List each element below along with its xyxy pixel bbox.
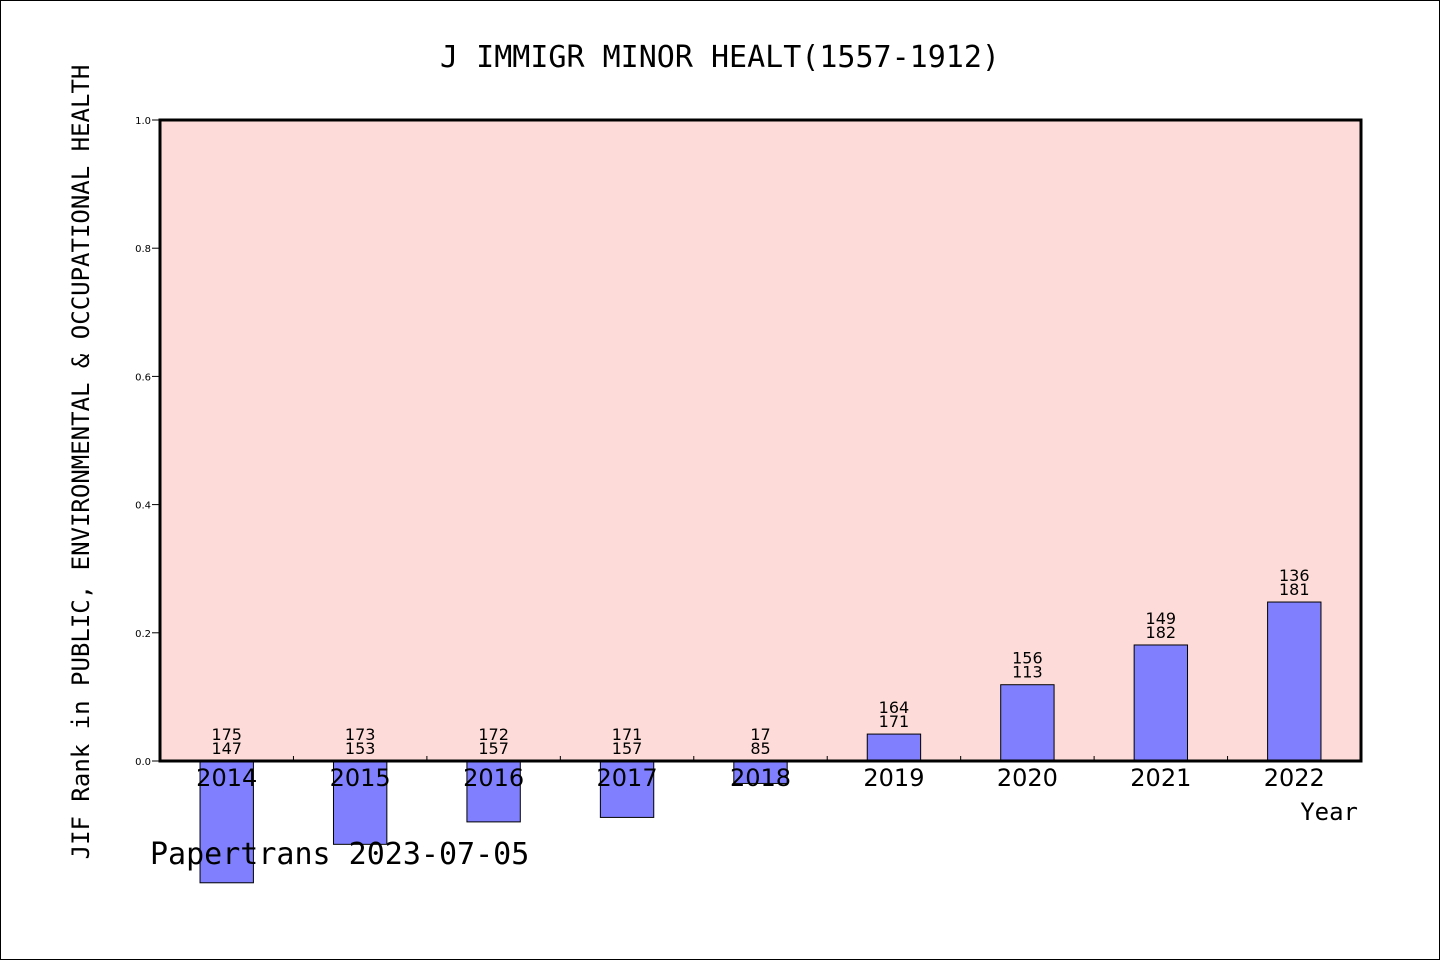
data-label-top: 156 (1012, 649, 1043, 668)
x-axis: 2014 2015 2016 2017 2018 2019 2020 2021 2022 (196, 756, 1325, 792)
bar-2022 (1267, 601, 1322, 762)
data-label-bottom: 182 (1146, 623, 1177, 642)
bar-2021 (1133, 644, 1189, 762)
bar-2020 (1000, 684, 1055, 762)
y-tick-label: 0.4 (135, 501, 151, 512)
y-tick-label: 0.6 (135, 372, 151, 383)
data-label-bottom: 153 (345, 739, 376, 758)
y-tick-label: 1.0 (135, 116, 151, 127)
data-label-top: 136 (1279, 566, 1310, 585)
data-label-top: 175 (211, 725, 242, 744)
data-label-bottom: 157 (612, 739, 643, 758)
bar-2014 (199, 760, 254, 884)
x-tick-label: 2018 (730, 764, 791, 792)
data-label-bottom: 181 (1279, 580, 1310, 599)
bar-2019 (866, 733, 922, 762)
y-tick-label: 0.8 (135, 244, 151, 255)
data-label-top: 173 (345, 725, 376, 744)
x-tick-label: 2022 (1264, 764, 1325, 792)
y-tick-label: 0.0 (135, 757, 151, 768)
x-tick-label: 2014 (196, 764, 257, 792)
data-label-bottom: 113 (1012, 663, 1043, 682)
x-tick-label: 2019 (863, 764, 924, 792)
x-tick-label: 2017 (597, 764, 658, 792)
bar-2016 (466, 760, 521, 823)
x-tick-label: 2016 (463, 764, 524, 792)
data-label-top: 149 (1146, 609, 1177, 628)
y-tick-label: 0.2 (135, 629, 151, 640)
data-labels: 1751471731531721571711571785164171156113… (211, 566, 1309, 758)
plot-border (158, 118, 1363, 763)
data-label-top: 172 (478, 725, 509, 744)
bar-2015 (332, 760, 388, 845)
data-label-top: 17 (750, 725, 770, 744)
bars-group (199, 601, 1322, 884)
data-label-top: 164 (879, 698, 910, 717)
data-label-bottom: 85 (750, 739, 770, 758)
x-tick-label: 2015 (330, 764, 391, 792)
x-axis-label: Year (1300, 798, 1358, 826)
bar-2017 (599, 760, 655, 818)
x-tick-label: 2021 (1130, 764, 1191, 792)
data-label-top: 171 (612, 725, 643, 744)
chart-title: J IMMIGR MINOR HEALT(1557-1912) (440, 40, 1000, 75)
data-label-bottom: 157 (478, 739, 509, 758)
watermark-text: Papertrans 2023-07-05 (150, 837, 529, 872)
y-axis-label: JIF Rank in PUBLIC, ENVIRONMENTAL & OCCU… (67, 65, 95, 860)
data-label-bottom: 147 (211, 739, 242, 758)
data-label-bottom: 171 (879, 712, 910, 731)
x-tick-label: 2020 (997, 764, 1058, 792)
y-axis: 0.0 0.2 0.4 0.6 0.8 1.0 (135, 116, 160, 768)
